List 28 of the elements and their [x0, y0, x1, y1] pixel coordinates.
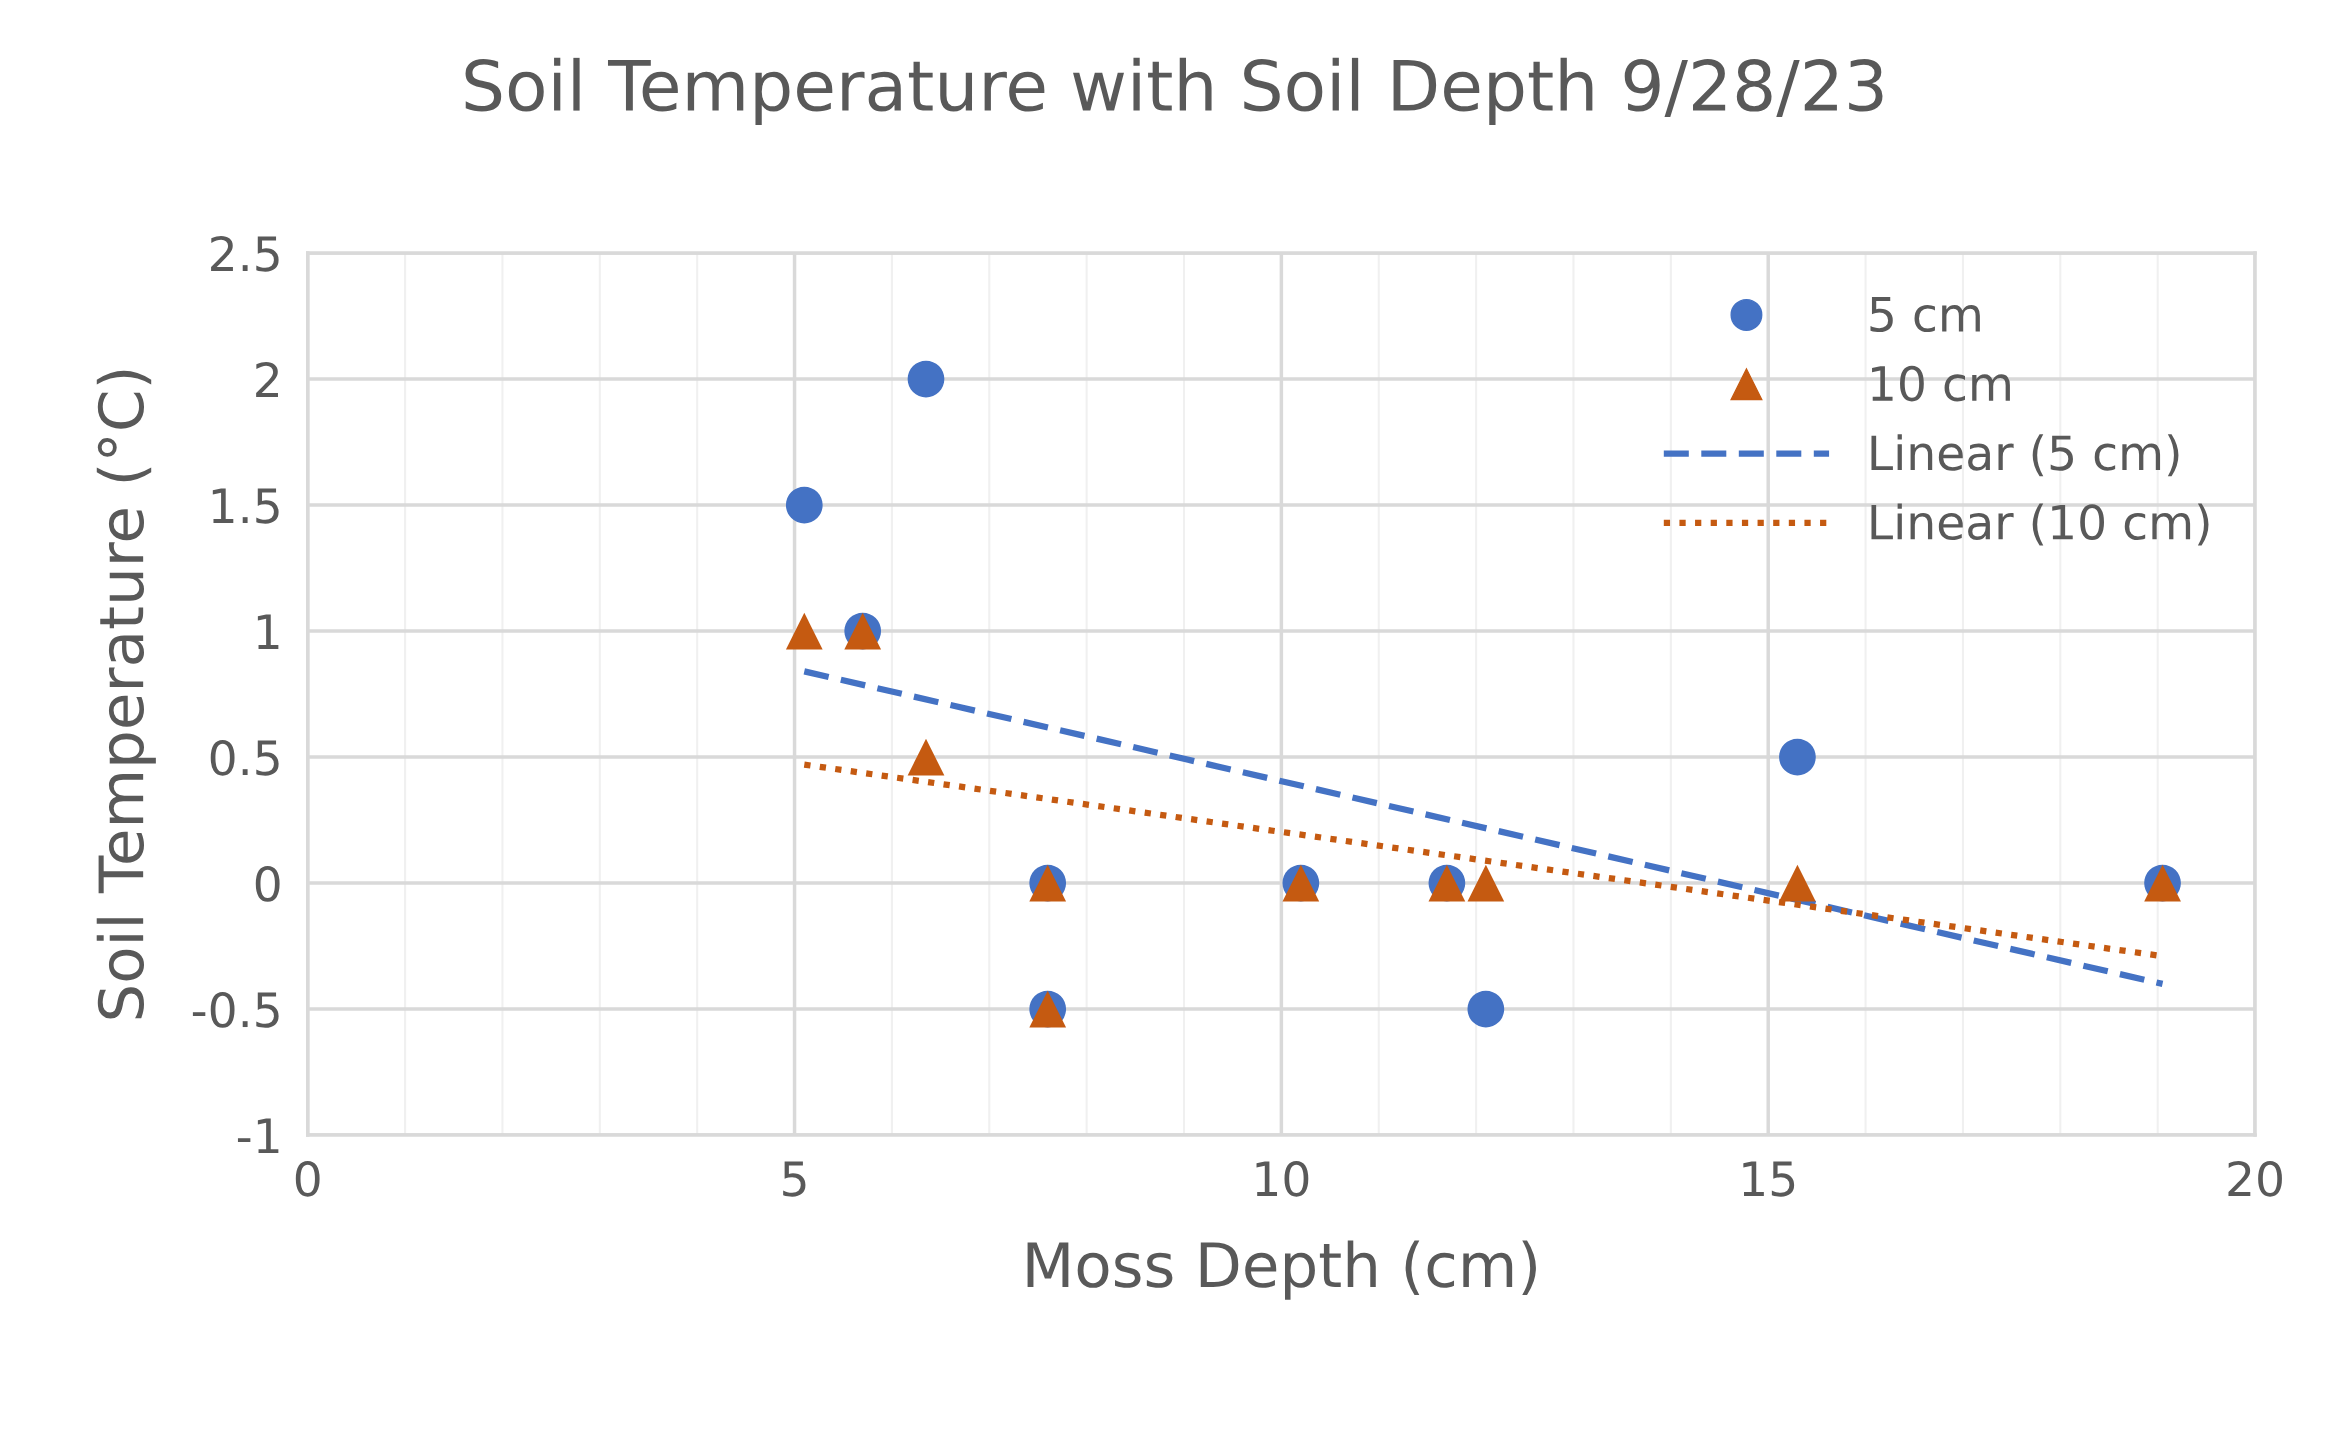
point	[907, 360, 945, 398]
point	[1779, 738, 1816, 776]
point	[1467, 990, 1505, 1028]
x-tick-label: 0	[295, 1160, 320, 1197]
y-axis-title: Soil Temperature (°C)	[96, 370, 156, 1019]
y-tick-label: 1	[257, 614, 279, 650]
x-tick-label: 10	[1256, 1160, 1309, 1197]
y-tick-label: -1	[237, 1118, 279, 1154]
legend-label: 5 cm	[1870, 297, 1980, 333]
point	[785, 486, 823, 524]
x-tick-label: 20	[2228, 1160, 2282, 1197]
legend-label: Linear (10 cm)	[1871, 503, 2209, 546]
legend-label: Linear (5 cm)	[1871, 434, 2179, 477]
y-tick-label: 0	[255, 865, 280, 902]
point	[1467, 864, 1505, 902]
point	[907, 738, 945, 776]
y-tick-label: 2.5	[211, 235, 279, 272]
legend-label: 10 cm	[1872, 365, 2010, 402]
x-tick-label: 5	[783, 1161, 806, 1197]
y-tick-label: 1.5	[212, 488, 279, 524]
x-axis-title: Moss Depth (cm)	[1027, 1240, 1536, 1300]
y-tick-label: 2	[256, 361, 278, 397]
point	[1779, 864, 1816, 902]
point	[785, 612, 823, 650]
y-tick-label: -0.5	[192, 991, 279, 1028]
y-tick-label: 0.5	[210, 739, 279, 776]
chart-title: Soil Temperature with Soil Depth 9/28/23	[465, 57, 1883, 126]
x-tick-label: 15	[1743, 1161, 1795, 1197]
